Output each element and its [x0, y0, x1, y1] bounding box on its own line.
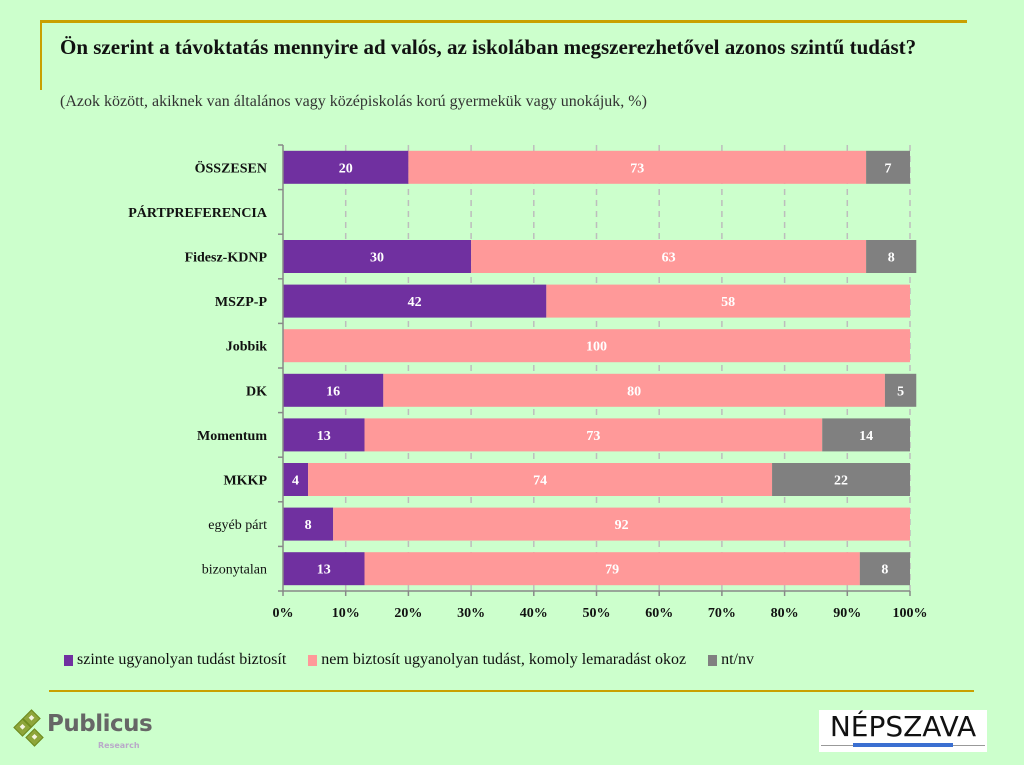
bar-segment — [383, 373, 885, 407]
x-tick-label: 100% — [893, 606, 928, 621]
data-label: 30 — [370, 251, 384, 266]
bar-segment — [772, 463, 910, 496]
x-tick-label: 80% — [771, 606, 799, 621]
bar-segment — [866, 150, 910, 184]
category-label: MSZP-P — [215, 295, 268, 310]
data-label: 22 — [834, 474, 848, 489]
header-rule-top — [40, 20, 967, 23]
legend-label: nem biztosít ugyanolyan tudást, komoly l… — [321, 651, 687, 668]
legend-item-same: szinte ugyanolyan tudást biztosít — [64, 651, 286, 669]
x-tick-label: 20% — [394, 606, 422, 621]
legend-swatch-purple — [64, 654, 73, 666]
bar-segment — [884, 373, 917, 407]
data-label: 74 — [533, 474, 547, 489]
x-tick-label: 50% — [583, 606, 611, 621]
stacked-bar-chart: 20 73 7 ÖSSZESEN PÁRTPREFERENCIA 30 63 8 Fidesz-… — [128, 144, 928, 621]
bar-segment — [283, 329, 910, 363]
category-label: egyéb párt — [208, 518, 267, 533]
bar-segment — [866, 240, 917, 273]
legend-swatch-gray — [708, 654, 718, 666]
category-label: ÖSSZESEN — [195, 159, 267, 176]
bar-segment — [364, 418, 823, 452]
nepszava-logo: NÉPSZAVA — [819, 710, 987, 752]
bar-segment — [308, 463, 773, 496]
data-label: 5 — [897, 384, 904, 399]
x-tick-label: 70% — [708, 606, 736, 621]
data-label: 8 — [888, 251, 895, 266]
data-label: 92 — [615, 518, 629, 533]
bar-segment — [546, 284, 910, 318]
data-label: 16 — [326, 384, 340, 399]
chart-subtitle: (Azok között, akiknek van általános vagy… — [60, 93, 647, 110]
category-label: bizonytalan — [202, 563, 267, 578]
bar-segment — [283, 507, 334, 541]
category-label: Momentum — [197, 429, 267, 444]
bar-segment — [283, 418, 365, 452]
data-label: 73 — [630, 161, 644, 176]
bar-segment — [333, 507, 910, 541]
category-label: MKKP — [223, 474, 267, 489]
data-label: 80 — [627, 384, 641, 399]
data-label: 79 — [605, 563, 619, 578]
x-tick-label: 0% — [273, 606, 294, 621]
data-label: 13 — [317, 429, 331, 444]
x-tick-label: 30% — [457, 606, 485, 621]
bar-segment — [283, 373, 384, 407]
bar-segment — [283, 284, 547, 318]
x-tick-label: 90% — [833, 606, 861, 621]
data-label: 20 — [339, 161, 353, 176]
data-label: 42 — [408, 295, 422, 310]
publicus-name: Publicus — [47, 711, 153, 737]
data-label: 8 — [305, 518, 312, 533]
nepszava-tagline-bar — [853, 743, 953, 747]
legend-label: nt/nv — [721, 651, 754, 668]
bar-segment — [283, 463, 309, 496]
header-rule-left — [40, 20, 42, 90]
data-label: 8 — [881, 563, 888, 578]
legend-swatch-pink — [308, 654, 318, 666]
bar-segment — [408, 150, 867, 184]
bar-segment — [471, 240, 867, 273]
legend: szinte ugyanolyan tudást biztosít nem bi… — [64, 651, 754, 669]
category-label: Jobbik — [226, 340, 267, 355]
x-tick-label: 10% — [332, 606, 360, 621]
bar-segment — [822, 418, 910, 452]
publicus-sub: Research — [98, 741, 140, 750]
data-label: 14 — [859, 429, 873, 444]
category-label: DK — [246, 384, 267, 399]
bar-segment — [859, 552, 910, 586]
category-label: PÁRTPREFERENCIA — [128, 204, 268, 221]
bar-segment — [283, 552, 365, 586]
category-label: Fidesz-KDNP — [185, 251, 268, 266]
legend-label: szinte ugyanolyan tudást biztosít — [77, 651, 287, 668]
footer-rule — [49, 690, 974, 692]
data-label: 63 — [662, 251, 676, 266]
x-tick-label: 60% — [645, 606, 673, 621]
data-label: 73 — [586, 429, 600, 444]
chart-title: Ön szerint a távoktatás mennyire ad való… — [60, 35, 917, 59]
x-tick-label: 40% — [520, 606, 548, 621]
legend-item-dk: nt/nv — [708, 651, 754, 669]
bar-segment — [283, 240, 472, 273]
data-label: 100 — [586, 340, 607, 355]
data-label: 13 — [317, 563, 331, 578]
data-label: 7 — [885, 161, 892, 176]
publicus-logo: Publicus Research — [13, 709, 154, 755]
data-label: 58 — [721, 295, 735, 310]
nepszava-name: NÉPSZAVA — [829, 710, 977, 743]
bar-segment — [283, 150, 409, 184]
data-label: 4 — [292, 474, 299, 489]
legend-item-not-same: nem biztosít ugyanolyan tudást, komoly l… — [308, 651, 686, 669]
bar-segment — [364, 552, 860, 586]
